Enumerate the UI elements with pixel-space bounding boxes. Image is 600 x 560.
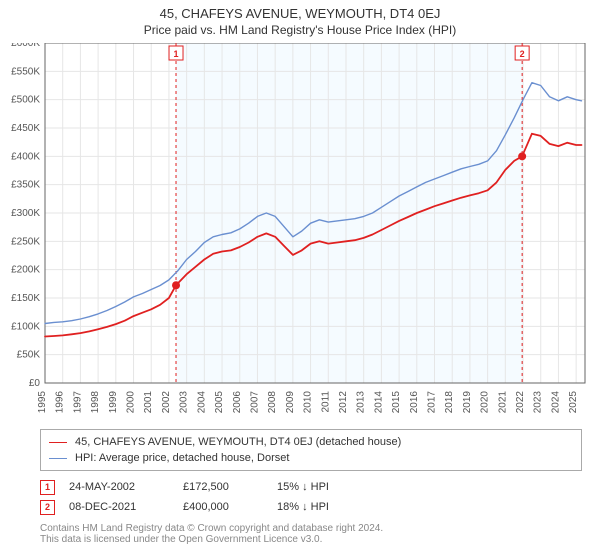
svg-text:2009: 2009 [285,391,296,414]
svg-text:£50K: £50K [17,350,41,361]
svg-text:£550K: £550K [11,66,40,77]
svg-text:2007: 2007 [249,391,260,414]
legend-item: 45, CHAFEYS AVENUE, WEYMOUTH, DT4 0EJ (d… [49,434,573,450]
svg-text:£0: £0 [29,378,41,389]
svg-text:£450K: £450K [11,123,40,134]
license-footer: Contains HM Land Registry data © Crown c… [40,523,582,545]
sale-row: 1 24-MAY-2002 £172,500 15% ↓ HPI [40,477,582,497]
svg-text:2022: 2022 [515,391,526,414]
sale-price: £172,500 [183,477,263,497]
svg-text:2020: 2020 [480,391,491,414]
svg-text:1995: 1995 [37,391,48,414]
svg-text:2021: 2021 [497,391,508,414]
svg-text:2: 2 [520,49,525,59]
svg-text:£600K: £600K [11,43,40,49]
svg-text:2017: 2017 [427,391,438,414]
svg-text:2002: 2002 [161,391,172,414]
svg-text:2004: 2004 [196,391,207,414]
svg-text:2010: 2010 [303,391,314,414]
chart-legend: 45, CHAFEYS AVENUE, WEYMOUTH, DT4 0EJ (d… [40,429,582,471]
legend-swatch [49,442,67,443]
svg-text:1998: 1998 [90,391,101,414]
svg-text:2011: 2011 [320,391,331,413]
svg-text:£250K: £250K [11,236,40,247]
sale-price: £400,000 [183,497,263,517]
sales-table: 1 24-MAY-2002 £172,500 15% ↓ HPI 2 08-DEC-202… [40,477,582,517]
page-subtitle: Price paid vs. HM Land Registry's House … [0,21,600,43]
svg-text:2018: 2018 [444,391,455,414]
svg-text:2019: 2019 [462,391,473,414]
svg-text:1999: 1999 [108,391,119,414]
legend-label: HPI: Average price, detached house, Dors… [75,450,289,466]
legend-item: HPI: Average price, detached house, Dors… [49,450,573,466]
footer-line: This data is licensed under the Open Gov… [40,534,582,545]
svg-text:2005: 2005 [214,391,225,414]
sale-row: 2 08-DEC-2021 £400,000 18% ↓ HPI [40,497,582,517]
legend-swatch [49,458,67,459]
sale-delta: 18% ↓ HPI [277,497,377,517]
svg-text:£500K: £500K [11,95,40,106]
sale-date: 08-DEC-2021 [69,497,169,517]
svg-text:1: 1 [174,49,179,59]
svg-text:2016: 2016 [409,391,420,414]
svg-text:2008: 2008 [267,391,278,414]
svg-text:£350K: £350K [11,180,40,191]
svg-text:2023: 2023 [533,391,544,414]
svg-text:2001: 2001 [143,391,154,414]
svg-text:£150K: £150K [11,293,40,304]
svg-text:2013: 2013 [356,391,367,414]
price-chart: £0 £50K £100K £150K £200K £250K £300K £350K £400… [0,43,600,423]
sale-delta: 15% ↓ HPI [277,477,377,497]
svg-text:2025: 2025 [568,391,579,414]
sale-date: 24-MAY-2002 [69,477,169,497]
svg-text:1997: 1997 [72,391,83,414]
svg-text:2014: 2014 [373,391,384,414]
svg-text:2024: 2024 [550,391,561,414]
svg-text:2015: 2015 [391,391,402,414]
svg-text:£300K: £300K [11,208,40,219]
legend-label: 45, CHAFEYS AVENUE, WEYMOUTH, DT4 0EJ (d… [75,434,401,450]
footer-line: Contains HM Land Registry data © Crown c… [40,523,582,534]
svg-text:2000: 2000 [126,391,137,414]
svg-text:2012: 2012 [338,391,349,414]
page-title: 45, CHAFEYS AVENUE, WEYMOUTH, DT4 0EJ [0,0,600,21]
svg-text:£100K: £100K [11,321,40,332]
svg-text:1996: 1996 [55,391,66,414]
sale-marker-box: 1 [40,480,55,495]
svg-text:£400K: £400K [11,151,40,162]
sale-marker-box: 2 [40,500,55,515]
svg-text:2003: 2003 [179,391,190,414]
svg-text:£200K: £200K [11,265,40,276]
svg-text:2006: 2006 [232,391,243,414]
